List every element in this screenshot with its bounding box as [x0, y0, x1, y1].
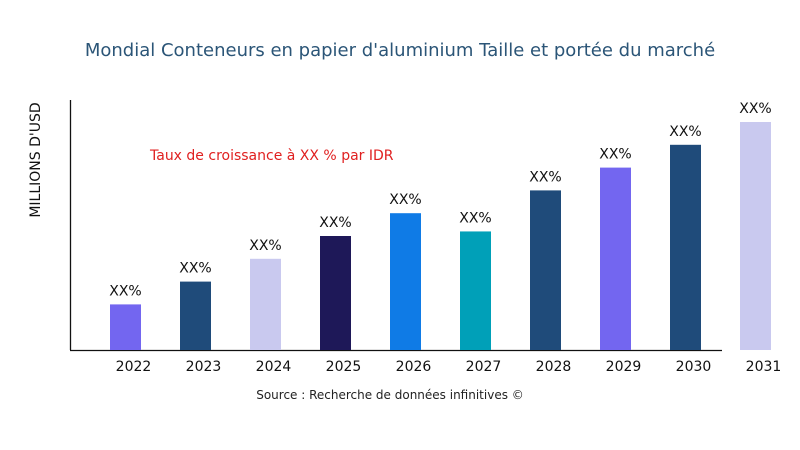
x-tick-label-2030: 2030 [676, 359, 712, 375]
bar-2027 [460, 231, 491, 350]
bar-2023 [180, 281, 211, 350]
bar-2028 [530, 190, 561, 350]
bar-2022 [110, 304, 141, 350]
bar-2024 [250, 258, 281, 350]
data-label-2029: XX% [599, 147, 631, 163]
growth-rate-annotation: Taux de croissance à XX % par IDR [149, 148, 394, 164]
x-tick-label-2029: 2029 [606, 359, 642, 375]
bar-2029 [600, 167, 631, 350]
bar-2026 [390, 213, 421, 350]
data-label-2031: XX% [739, 101, 771, 117]
data-label-2023: XX% [179, 261, 211, 277]
x-tick-label-2027: 2027 [466, 359, 502, 375]
x-tick-label-2023: 2023 [186, 359, 222, 375]
x-tick-label-2024: 2024 [256, 359, 292, 375]
x-tick-label-2028: 2028 [536, 359, 572, 375]
x-tick-label-2025: 2025 [326, 359, 362, 375]
data-label-2026: XX% [389, 192, 421, 208]
data-label-2024: XX% [249, 238, 281, 254]
bar-2031 [740, 122, 771, 350]
bar-2030 [670, 144, 701, 350]
x-tick-label-2031: 2031 [746, 359, 782, 375]
source-note: Source : Recherche de données infinitive… [256, 388, 524, 402]
data-label-2028: XX% [529, 169, 561, 185]
data-label-2027: XX% [459, 210, 491, 226]
x-tick-label-2022: 2022 [116, 359, 152, 375]
data-label-2025: XX% [319, 215, 351, 231]
data-label-2030: XX% [669, 124, 701, 140]
x-tick-label-2026: 2026 [396, 359, 432, 375]
data-label-2022: XX% [109, 283, 141, 299]
chart-title: Mondial Conteneurs en papier d'aluminium… [84, 40, 716, 61]
bar-2025 [320, 236, 351, 350]
